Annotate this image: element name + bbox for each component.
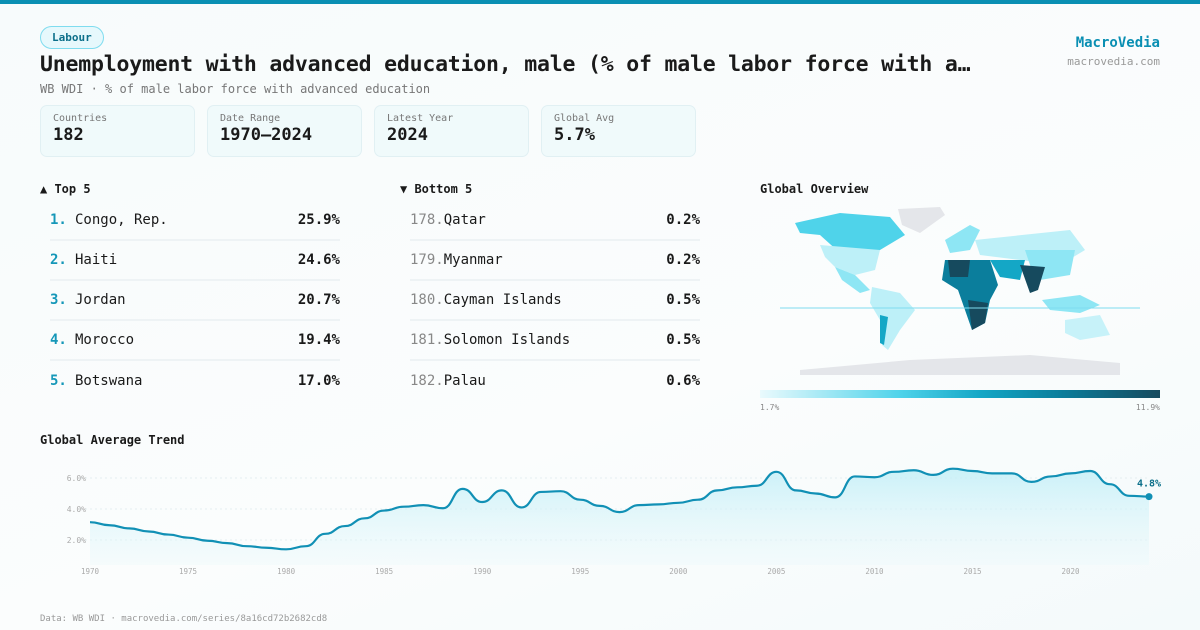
map-chile <box>880 315 888 345</box>
map-central-america <box>835 267 870 293</box>
footer-source: Data: WB WDI · macrovedia.com/series/8a1… <box>40 614 328 624</box>
page-title: Unemployment with advanced education, ma… <box>40 52 971 77</box>
stat-value: 1970–2024 <box>220 125 313 145</box>
country-value: 0.5% <box>666 292 700 308</box>
country-value: 0.5% <box>666 332 700 348</box>
trend-area <box>90 468 1149 565</box>
country-value: 25.9% <box>297 212 340 228</box>
x-tick-label: 1985 <box>375 567 393 576</box>
country-value: 20.7% <box>297 292 340 308</box>
rank: 181. <box>410 332 444 348</box>
map-greenland <box>898 207 945 233</box>
x-tick-label: 2015 <box>963 567 981 576</box>
rank: 1. <box>50 212 67 228</box>
chart-title: Global Average Trend <box>40 433 185 447</box>
map-europe <box>945 225 980 253</box>
brand-url[interactable]: macrovedia.com <box>1067 55 1160 68</box>
country-name: Morocco <box>75 332 135 348</box>
stat-label: Global Avg <box>554 113 615 124</box>
list-item[interactable]: 182. Palau 0.6% <box>410 361 700 401</box>
rank: 179. <box>410 252 444 268</box>
list-item[interactable]: 2. Haiti 24.6% <box>50 241 340 281</box>
country-value: 19.4% <box>297 332 340 348</box>
x-tick-label: 2010 <box>865 567 884 576</box>
map-india <box>1020 265 1045 293</box>
top5-heading: ▲ Top 5 <box>40 182 91 196</box>
country-value: 17.0% <box>297 373 340 389</box>
stat-label: Latest Year <box>387 113 454 124</box>
last-value-label: 4.8% <box>1137 479 1161 490</box>
top-accent-bar <box>0 0 1200 4</box>
country-name: Cayman Islands <box>443 292 562 308</box>
stat-card-latest-year: Latest Year 2024 <box>374 105 529 157</box>
country-value: 0.2% <box>666 212 700 228</box>
map-north-africa <box>948 260 970 277</box>
legend-max: 11.9% <box>1135 403 1160 412</box>
rank: 3. <box>50 292 67 308</box>
country-name: Qatar <box>443 212 486 228</box>
world-choropleth-map[interactable] <box>780 205 1140 380</box>
map-usa <box>820 245 880 275</box>
x-tick-label: 2005 <box>767 567 785 576</box>
y-tick-label: 2.0% <box>67 536 86 545</box>
country-name: Congo, Rep. <box>75 212 168 228</box>
country-name: Solomon Islands <box>443 332 571 348</box>
rank: 180. <box>410 292 444 308</box>
stat-value: 2024 <box>387 125 428 145</box>
bottom5-heading: ▼ Bottom 5 <box>400 182 473 196</box>
map-australia <box>1065 315 1110 340</box>
stat-value: 5.7% <box>554 125 595 145</box>
rank: 178. <box>410 212 444 228</box>
list-item[interactable]: 178. Qatar 0.2% <box>410 201 700 241</box>
x-tick-label: 1995 <box>571 567 589 576</box>
top5-list: 1. Congo, Rep. 25.9% 2. Haiti 24.6% 3. Jordan… <box>50 201 340 401</box>
rank: 5. <box>50 373 67 389</box>
country-value: 0.2% <box>666 252 700 268</box>
list-item[interactable]: 179. Myanmar 0.2% <box>410 241 700 281</box>
legend-min: 1.7% <box>760 403 780 412</box>
map-canada <box>795 213 905 257</box>
map-middle-east <box>990 260 1025 280</box>
list-item[interactable]: 3. Jordan 20.7% <box>50 281 340 321</box>
list-item[interactable]: 180. Cayman Islands 0.5% <box>410 281 700 321</box>
stat-card-date-range: Date Range 1970–2024 <box>207 105 362 157</box>
country-name: Jordan <box>75 292 126 308</box>
page-subtitle: WB WDI · % of male labor force with adva… <box>40 82 431 96</box>
country-name: Palau <box>443 373 486 389</box>
y-tick-label: 6.0% <box>67 474 86 483</box>
list-item[interactable]: 1. Congo, Rep. 25.9% <box>50 201 340 241</box>
last-data-point <box>1145 493 1153 501</box>
rank: 4. <box>50 332 67 348</box>
list-item[interactable]: 5. Botswana 17.0% <box>50 361 340 401</box>
x-tick-label: 1990 <box>473 567 492 576</box>
country-value: 0.6% <box>666 373 700 389</box>
brand-name[interactable]: MacroVedia <box>1075 35 1160 51</box>
list-item[interactable]: 4. Morocco 19.4% <box>50 321 340 361</box>
x-tick-label: 1980 <box>277 567 296 576</box>
country-name: Myanmar <box>443 252 503 268</box>
x-tick-label: 2020 <box>1062 567 1081 576</box>
rank: 182. <box>410 373 444 389</box>
stat-card-countries: Countries 182 <box>40 105 195 157</box>
map-heading: Global Overview <box>760 182 869 196</box>
country-value: 24.6% <box>297 252 340 268</box>
country-name: Botswana <box>75 373 143 389</box>
stat-value: 182 <box>53 125 84 145</box>
map-color-legend <box>760 390 1160 398</box>
rank: 2. <box>50 252 67 268</box>
map-antarctica <box>800 355 1120 375</box>
stat-label: Date Range <box>220 113 281 124</box>
category-badge[interactable]: Labour <box>40 26 104 49</box>
list-item[interactable]: 181. Solomon Islands 0.5% <box>410 321 700 361</box>
bottom5-list: 178. Qatar 0.2% 179. Myanmar 0.2% 180. Cayman… <box>410 201 700 401</box>
stat-label: Countries <box>53 113 108 124</box>
x-tick-label: 1975 <box>179 567 197 576</box>
x-tick-label: 1970 <box>81 567 100 576</box>
stat-card-global-avg: Global Avg 5.7% <box>541 105 696 157</box>
y-tick-label: 4.0% <box>67 505 86 514</box>
country-name: Haiti <box>75 252 118 268</box>
x-tick-label: 2000 <box>669 567 688 576</box>
